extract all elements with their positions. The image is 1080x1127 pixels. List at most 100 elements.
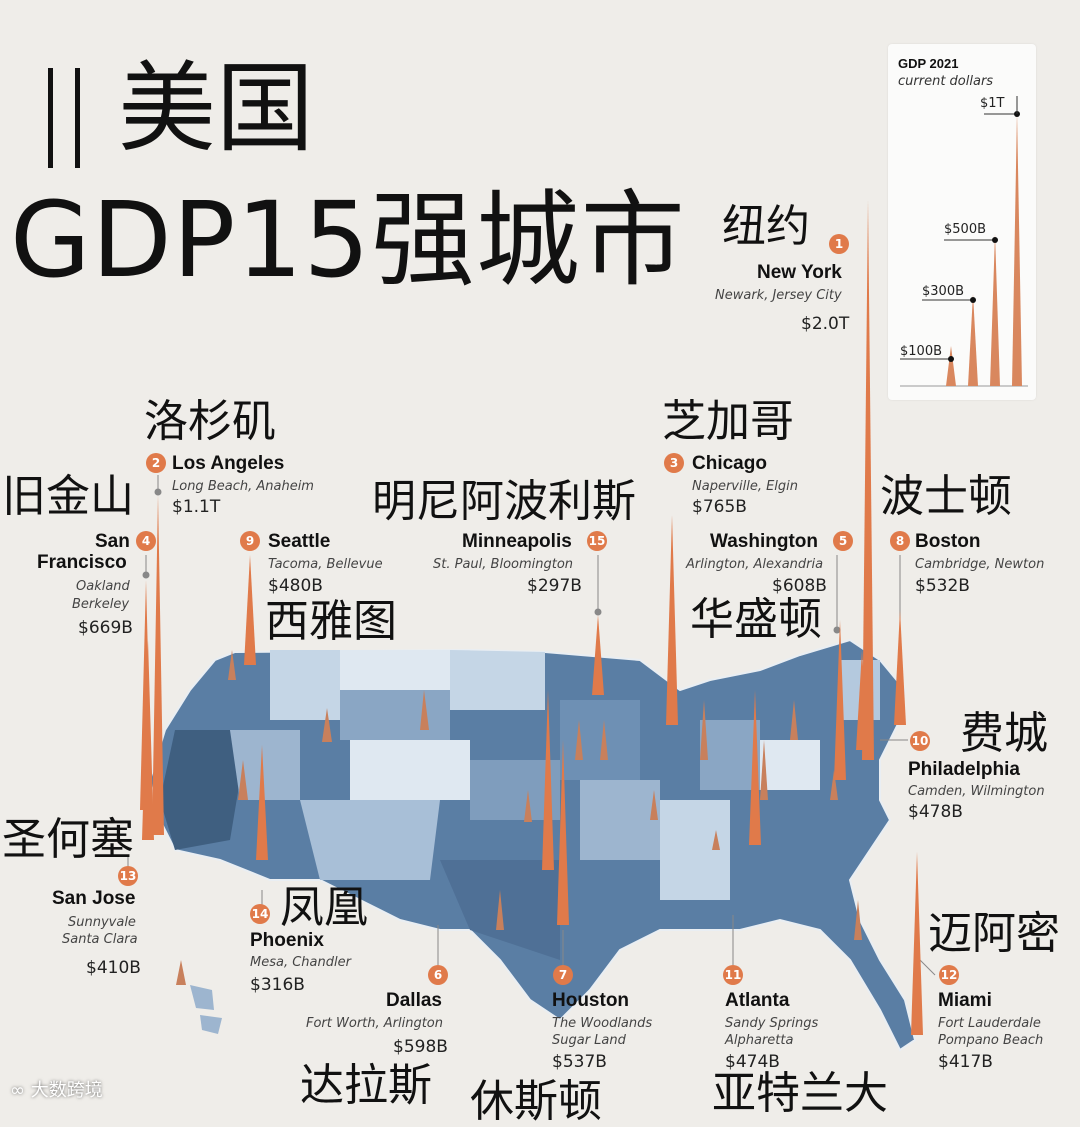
state-patch (340, 650, 470, 690)
rank-badge-8: 8 (890, 531, 910, 551)
city-gdp-chicago: $765B (692, 497, 747, 517)
city-name-minneapolis: Minneapolis (462, 531, 572, 552)
city-name-new-york: New York (757, 262, 842, 283)
state-patch (300, 800, 440, 880)
city-gdp-los-angeles: $1.1T (172, 497, 221, 517)
city-cn-miami: 迈阿密 (928, 908, 1060, 959)
city-sub1-miami: Fort Lauderdale (938, 1016, 1041, 1031)
city-gdp-dallas: $598B (393, 1037, 448, 1057)
city-cn-dallas: 达拉斯 (300, 1060, 432, 1111)
legend-panel: GDP 2021 current dollars $1T $500B $300B… (888, 44, 1036, 400)
city-cn-atlanta: 亚特兰大 (712, 1068, 888, 1119)
hawaii (200, 1015, 222, 1034)
state-patch (660, 800, 730, 900)
city-cn-san-jose: 圣何塞 (2, 814, 134, 865)
city-name-san-francisco-l2: Francisco (37, 552, 127, 573)
city-gdp-seattle: $480B (268, 576, 323, 596)
city-sub-chicago: Naperville, Elgin (692, 479, 799, 494)
city-name-miami: Miami (938, 990, 992, 1011)
city-name-atlanta: Atlanta (725, 990, 790, 1011)
city-cn-minneapolis: 明尼阿波利斯 (372, 476, 636, 527)
state-patch (270, 650, 340, 720)
city-name-los-angeles: Los Angeles (172, 453, 285, 474)
rank-badge-12: 12 (939, 965, 959, 985)
spike-dallas (542, 690, 554, 870)
city-gdp-minneapolis: $297B (527, 576, 582, 596)
city-sub-phoenix: Mesa, Chandler (250, 955, 351, 970)
city-cn-boston: 波士顿 (880, 471, 1012, 522)
spike-new-york (862, 200, 874, 760)
city-sub-philadelphia: Camden, Wilmington (908, 784, 1045, 799)
spike-phoenix (256, 745, 268, 860)
spike-los-angeles (152, 495, 164, 835)
city-sub-washington: Arlington, Alexandria (686, 557, 824, 572)
city-cn-new-york: 纽约 (722, 201, 810, 252)
legend-subtitle: current dollars (898, 74, 994, 89)
spike-miami (911, 852, 923, 1035)
city-gdp-washington: $608B (772, 576, 827, 596)
spike-atlanta (749, 690, 761, 845)
city-sub-new-york: Newark, Jersey City (715, 288, 842, 303)
hawaii (190, 985, 214, 1010)
spike-washington (834, 620, 846, 780)
city-sub1-san-francisco: Oakland (76, 579, 130, 594)
spike-philadelphia (856, 650, 868, 750)
city-sub2-houston: Sugar Land (552, 1033, 626, 1048)
page-title-line2: GDP15强城市 (10, 179, 686, 301)
rank-badge-3: 3 (664, 453, 684, 473)
city-cn-philadelphia: 费城 (960, 708, 1048, 759)
city-gdp-atlanta: $474B (725, 1052, 780, 1072)
city-sub2-san-jose: Santa Clara (62, 932, 138, 947)
rank-badge-6: 6 (428, 965, 448, 985)
city-cn-san-francisco: 旧金山 (2, 471, 134, 522)
rank-badge-4: 4 (136, 531, 156, 551)
city-sub-dallas: Fort Worth, Arlington (306, 1016, 444, 1031)
city-name-san-jose: San Jose (52, 888, 136, 909)
rank-badge-9: 9 (240, 531, 260, 551)
legend-label-300b: $300B (922, 284, 965, 299)
rank-badge-14: 14 (250, 904, 270, 924)
city-name-washington: Washington (710, 531, 818, 552)
state-patch (340, 690, 450, 740)
city-name-philadelphia: Philadelphia (908, 759, 1020, 780)
state-patch (470, 760, 560, 820)
spike-seattle (244, 555, 256, 665)
spike-minneapolis (592, 615, 604, 695)
state-patch (230, 730, 300, 800)
city-cn-seattle: 西雅图 (265, 596, 397, 647)
city-name-chicago: Chicago (692, 453, 767, 474)
city-gdp-boston: $532B (915, 576, 970, 596)
major-spikes (140, 200, 923, 1035)
city-name-dallas: Dallas (386, 990, 442, 1011)
watermark: ∞ 大数跨境 (10, 1076, 103, 1102)
rank-badge-2: 2 (146, 453, 166, 473)
city-gdp-phoenix: $316B (250, 975, 305, 995)
city-name-san-francisco-l1: San (95, 531, 130, 552)
minor-spikes (176, 650, 862, 985)
city-sub-minneapolis: St. Paul, Bloomington (433, 557, 574, 572)
legend-label-500b: $500B (944, 222, 987, 237)
state-patch (560, 700, 640, 780)
city-cn-houston: 休斯顿 (470, 1076, 602, 1127)
city-sub1-atlanta: Sandy Springs (725, 1016, 819, 1031)
city-sub2-atlanta: Alpharetta (725, 1033, 794, 1048)
city-name-seattle: Seattle (268, 531, 331, 552)
city-sub2-miami: Pompano Beach (938, 1033, 1044, 1048)
city-name-phoenix: Phoenix (250, 930, 324, 951)
rank-badge-13: 13 (118, 866, 138, 886)
legend-label-1t: $1T (980, 96, 1005, 111)
page-title-line1: 美国 (118, 52, 315, 166)
city-cn-los-angeles: 洛杉矶 (144, 396, 276, 447)
city-cn-washington: 华盛顿 (690, 594, 822, 645)
rank-badge-10: 10 (910, 731, 930, 751)
state-patch (160, 730, 240, 850)
spike-houston (557, 740, 569, 925)
city-gdp-san-jose: $410B (86, 958, 141, 978)
city-sub-boston: Cambridge, Newton (915, 557, 1045, 572)
city-cn-chicago: 芝加哥 (662, 396, 794, 447)
city-sub-seattle: Tacoma, Bellevue (268, 557, 383, 572)
legend-spikes (900, 96, 1028, 387)
state-patch (350, 740, 470, 800)
city-gdp-philadelphia: $478B (908, 802, 963, 822)
